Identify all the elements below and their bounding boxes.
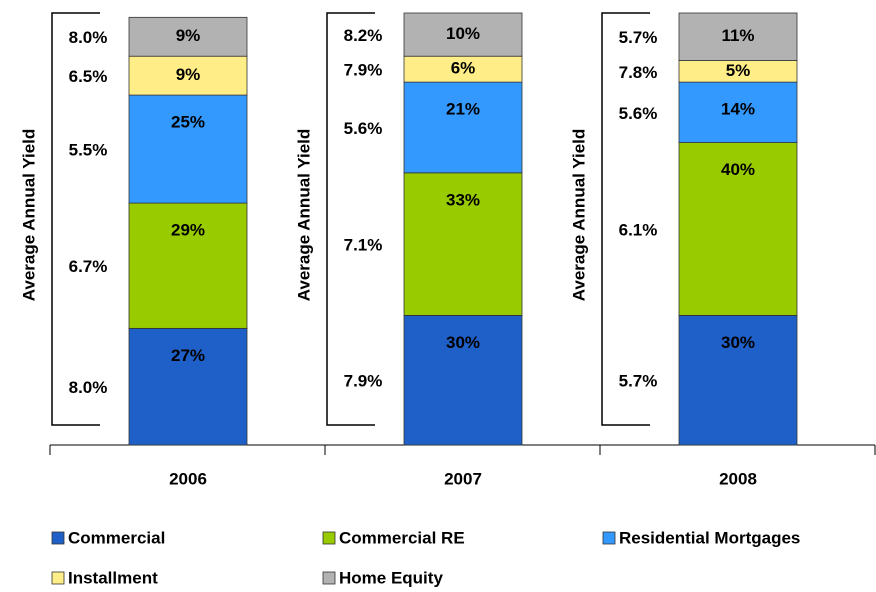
legend-label: Commercial RE <box>339 528 465 547</box>
yield-label: 7.1% <box>344 236 383 255</box>
yield-label: 5.7% <box>619 372 658 391</box>
value-label: 33% <box>446 190 480 209</box>
bar-segment <box>678 81 798 144</box>
yield-label: 7.9% <box>344 61 383 80</box>
yield-axis-label: Average Annual Yield <box>569 129 588 302</box>
legend-swatch <box>51 531 65 545</box>
yield-label: 8.2% <box>344 26 383 45</box>
value-label: 5% <box>726 61 751 80</box>
yield-label: 5.5% <box>69 141 108 160</box>
bar-segment <box>128 327 248 446</box>
yield-label: 6.5% <box>69 67 108 86</box>
bar-segment <box>403 172 523 316</box>
bar-segment <box>128 55 248 96</box>
bar-segment <box>128 202 248 329</box>
yield-label: 6.1% <box>619 220 658 239</box>
bar-segment <box>403 314 523 446</box>
yield-bracket <box>601 12 650 426</box>
value-label: 30% <box>721 333 755 352</box>
yield-label: 5.6% <box>619 104 658 123</box>
bar-segment <box>403 12 523 57</box>
yield-label: 6.7% <box>69 257 108 276</box>
bar-segment <box>678 314 798 446</box>
value-label: 9% <box>176 26 201 45</box>
bar-segment <box>403 81 523 174</box>
value-label: 6% <box>451 59 476 78</box>
value-label: 11% <box>721 26 754 45</box>
yield-bracket <box>326 12 375 426</box>
legend-swatch <box>322 571 336 585</box>
legend-label: Installment <box>68 568 158 587</box>
value-label: 40% <box>721 160 755 179</box>
bar-segment <box>128 16 248 57</box>
value-label: 30% <box>446 333 480 352</box>
yield-bracket <box>51 12 100 426</box>
bar-segment <box>678 12 798 61</box>
x-tick-label: 2008 <box>719 469 757 488</box>
yield-label: 8.0% <box>69 378 108 397</box>
value-label: 27% <box>171 346 205 365</box>
legend-label: Commercial <box>68 528 165 547</box>
yield-label: 7.8% <box>619 63 658 82</box>
yield-label: 5.6% <box>344 119 383 138</box>
legend-label: Home Equity <box>339 568 443 587</box>
legend-label: Residential Mortgages <box>619 528 800 547</box>
yield-label: 5.7% <box>619 28 658 47</box>
bar-segment <box>128 94 248 204</box>
value-label: 14% <box>721 100 755 119</box>
yield-axis-label: Average Annual Yield <box>294 129 313 302</box>
value-label: 21% <box>446 100 480 119</box>
legend-swatch <box>51 571 65 585</box>
bar-segment <box>678 142 798 316</box>
value-label: 25% <box>171 113 205 132</box>
legend-swatch <box>602 531 616 545</box>
yield-label: 8.0% <box>69 28 108 47</box>
yield-axis-label: Average Annual Yield <box>19 129 38 302</box>
value-label: 9% <box>176 65 201 84</box>
yield-label: 7.9% <box>344 372 383 391</box>
x-tick-label: 2006 <box>169 469 207 488</box>
value-label: 10% <box>446 24 480 43</box>
legend-swatch <box>322 531 336 545</box>
value-label: 29% <box>171 221 205 240</box>
x-tick-label: 2007 <box>444 469 482 488</box>
bar-segment <box>403 55 523 83</box>
